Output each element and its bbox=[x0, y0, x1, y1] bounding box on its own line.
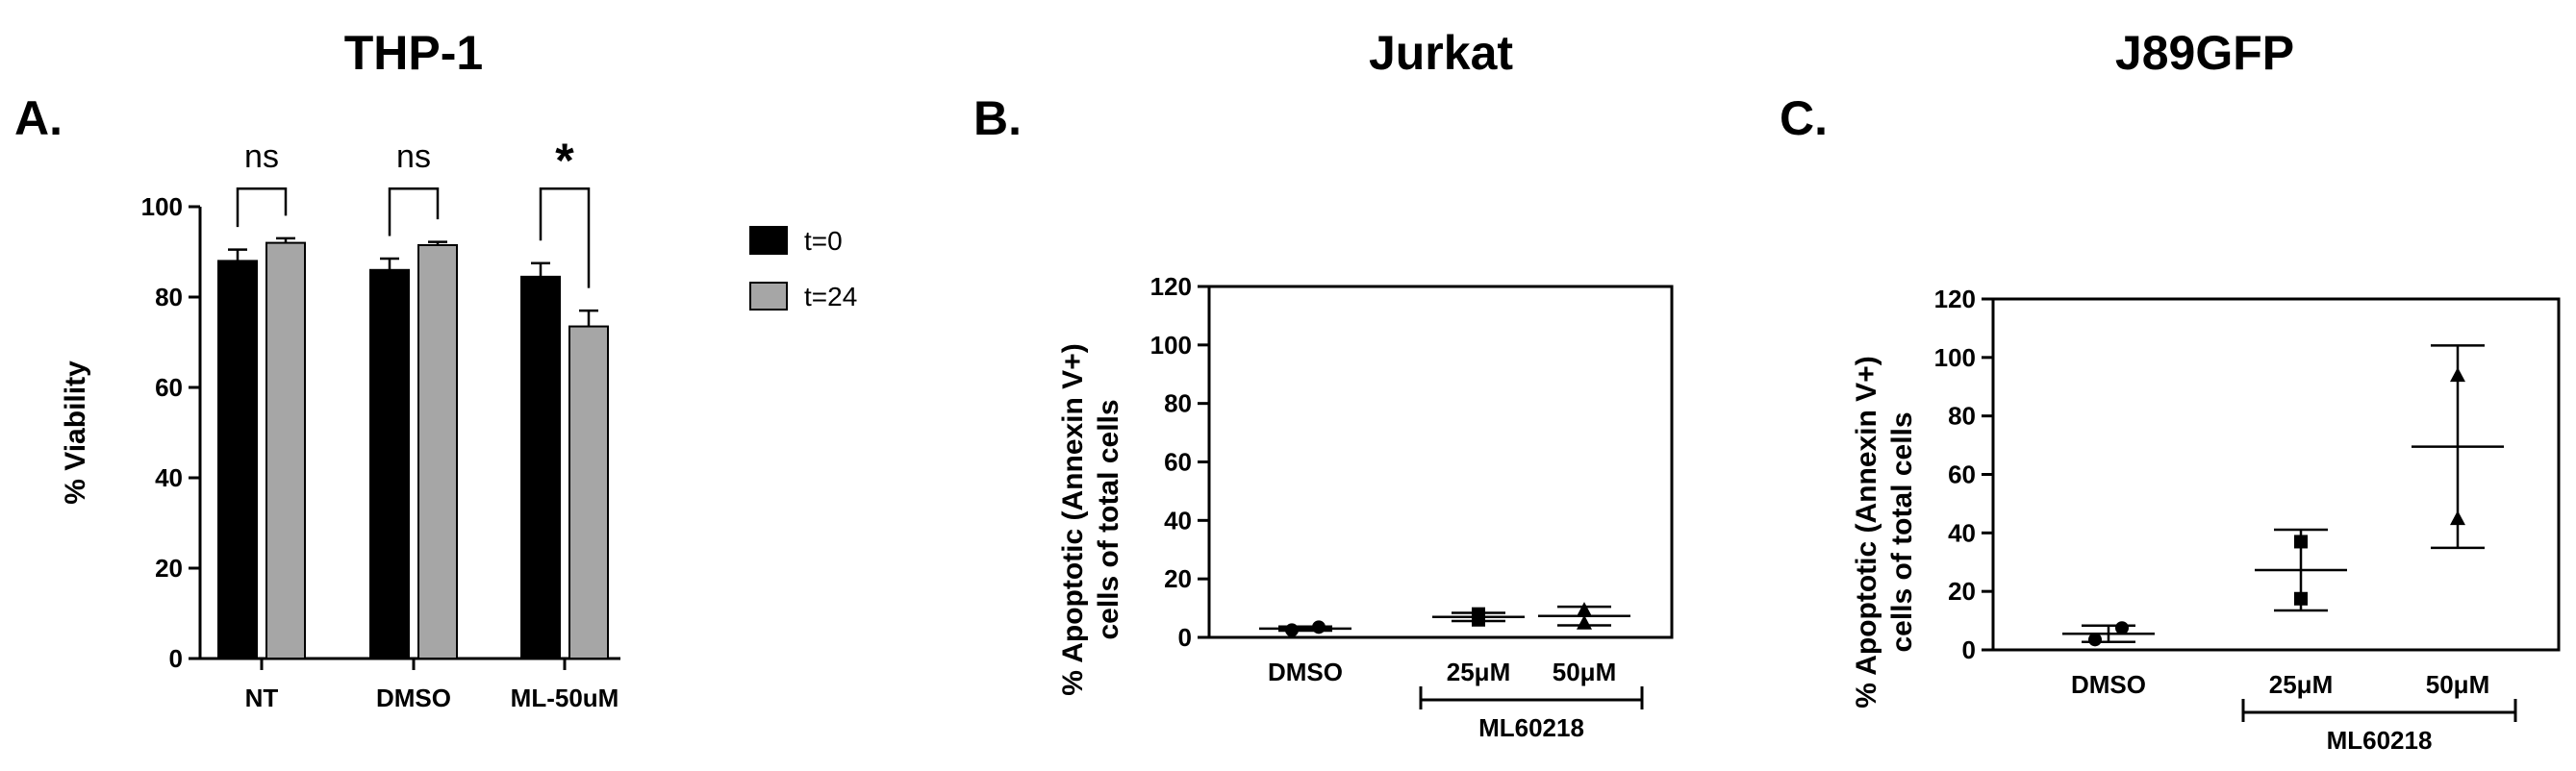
panel-a-plot: 0 20 40 60 80 100 % Viability NT ns DMSO ns ML-50uM… bbox=[60, 134, 857, 712]
plot-frame bbox=[1991, 297, 2561, 652]
panel-b-title: Jurkat bbox=[1369, 26, 1513, 80]
bar-t=0-DMSO bbox=[369, 268, 410, 659]
group-label: ML60218 bbox=[1478, 713, 1584, 742]
x-tick-label: NT bbox=[245, 684, 279, 712]
significance-label: ns bbox=[396, 138, 431, 175]
bar-t=24-NT bbox=[265, 241, 306, 659]
bar-t=24-DMSO bbox=[417, 243, 458, 659]
bar-t=24-ML-50uM bbox=[568, 325, 609, 659]
data-point-triangle bbox=[1577, 602, 1592, 617]
panel-b-letter: B. bbox=[973, 91, 1022, 145]
y-tick-label: 60 bbox=[155, 373, 183, 402]
group-bracket bbox=[2241, 699, 2517, 722]
y-tick-label: 40 bbox=[155, 463, 183, 492]
significance-bracket bbox=[539, 187, 591, 288]
y-axis-label-line-2: cells of total cells bbox=[1093, 399, 1124, 639]
x-tick-label: DMSO bbox=[2071, 670, 2146, 699]
panel-c-plot: 0 20 40 60 80 100 120 % Apoptotic (Annexin V+) c… bbox=[1851, 285, 2561, 755]
y-axis-label-line-1: % Apoptotic (Annexin V+) bbox=[1851, 356, 1882, 708]
x-tick-label: DMSO bbox=[1268, 658, 1343, 686]
data-point-triangle bbox=[1577, 614, 1592, 630]
y-tick-label: 60 bbox=[1164, 448, 1192, 477]
y-tick-label: 40 bbox=[1948, 518, 1976, 547]
x-tick-label: ML-50uM bbox=[511, 684, 619, 712]
panel-a-title: THP-1 bbox=[344, 26, 483, 80]
y-tick-label: 0 bbox=[1178, 623, 1192, 652]
y-tick-label: 80 bbox=[155, 283, 183, 311]
significance-label: ns bbox=[244, 138, 279, 175]
group-bracket bbox=[1419, 686, 1644, 709]
data-point-square bbox=[1472, 607, 1485, 621]
y-tick-label: 100 bbox=[1150, 331, 1192, 360]
data-point-circle bbox=[1285, 623, 1299, 637]
x-tick-label: 50μM bbox=[2426, 670, 2490, 699]
significance-bracket bbox=[388, 187, 440, 236]
panel-c-letter: C. bbox=[1780, 91, 1828, 145]
x-tick-label: DMSO bbox=[376, 684, 451, 712]
bar-t=0-NT bbox=[217, 260, 258, 659]
bar-t=0-ML-50uM bbox=[520, 275, 561, 659]
data-point-triangle bbox=[2450, 510, 2465, 526]
y-axis-label-line-2: cells of total cells bbox=[1886, 411, 1918, 652]
data-point-triangle bbox=[2450, 367, 2465, 383]
x-tick-label: 25μM bbox=[1447, 658, 1511, 686]
data-point-circle bbox=[2088, 633, 2102, 647]
legend-label: t=0 bbox=[804, 226, 843, 256]
y-tick-label: 80 bbox=[1164, 389, 1192, 418]
panel-c-title: J89GFP bbox=[2115, 26, 2294, 80]
y-tick-label: 100 bbox=[141, 192, 183, 221]
y-axis-label: % Viability bbox=[60, 361, 91, 505]
panel-b-plot: 0 20 40 60 80 100 120 % Apoptotic (Annexin V+) c… bbox=[1057, 272, 1674, 742]
x-tick-label: 25μM bbox=[2269, 670, 2334, 699]
panel-a-letter: A. bbox=[14, 91, 63, 145]
legend-swatch-t=24 bbox=[749, 282, 788, 311]
y-axis-label-line-1: % Apoptotic (Annexin V+) bbox=[1057, 343, 1089, 695]
y-tick-label: 60 bbox=[1948, 460, 1976, 489]
legend-label: t=24 bbox=[804, 282, 857, 311]
y-tick-label: 20 bbox=[1948, 577, 1976, 606]
group-label: ML60218 bbox=[2327, 726, 2433, 755]
data-point-square bbox=[2294, 591, 2308, 606]
y-tick-label: 0 bbox=[1962, 635, 1976, 664]
plot-frame bbox=[1207, 285, 1674, 639]
y-tick-label: 120 bbox=[1934, 285, 1976, 313]
y-tick-label: 0 bbox=[169, 644, 183, 673]
y-tick-label: 20 bbox=[155, 554, 183, 583]
legend-swatch-t=0 bbox=[749, 226, 788, 255]
y-tick-label: 20 bbox=[1164, 564, 1192, 593]
significance-bracket bbox=[236, 187, 288, 228]
data-point-square bbox=[2294, 535, 2308, 549]
y-tick-label: 120 bbox=[1150, 272, 1192, 301]
data-point-circle bbox=[1312, 620, 1326, 634]
x-tick-label: 50μM bbox=[1553, 658, 1617, 686]
y-tick-label: 80 bbox=[1948, 402, 1976, 431]
data-point-circle bbox=[2115, 621, 2129, 635]
y-tick-label: 40 bbox=[1164, 506, 1192, 535]
significance-label: * bbox=[555, 134, 574, 187]
y-tick-label: 100 bbox=[1934, 343, 1976, 372]
